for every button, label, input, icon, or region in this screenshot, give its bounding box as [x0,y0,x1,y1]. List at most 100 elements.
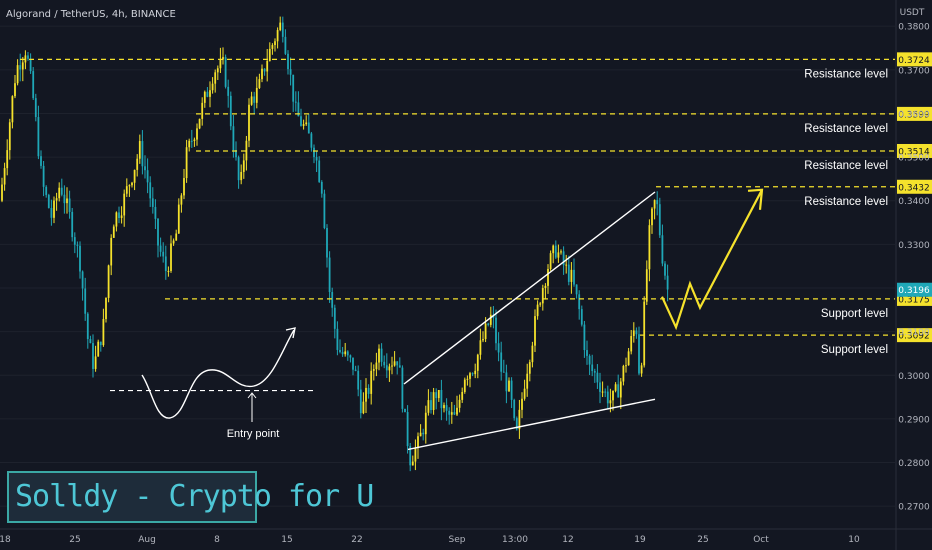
candle-body [331,292,334,308]
candle-body [141,141,144,167]
candle-body [123,193,126,216]
candle-body [471,373,474,375]
candle-body [271,45,274,49]
candle-body [55,198,58,201]
candle-body [617,384,620,398]
candle-body [614,384,617,391]
candle-body [560,251,562,253]
candle-body [235,150,237,158]
level-label: Resistance level [804,123,888,135]
price-tag [897,52,932,67]
candle-body [388,366,391,371]
candle-body [544,285,547,289]
quote-currency: USDT [900,8,925,18]
candle-body [76,244,79,246]
price-tick-label: 0.3700 [898,66,930,76]
candle-body [440,390,443,409]
candle-body [601,391,604,393]
candle-body [274,41,276,46]
watermark-logo: Solldy - Crypto for U [7,471,374,523]
price-tick-label: 0.3400 [898,197,930,207]
candle-body [552,245,555,254]
candle-body [190,140,193,142]
level-label: Resistance level [804,68,888,80]
candle-body [284,36,287,54]
candle-body [596,372,599,383]
candle-body [237,157,240,181]
candle-body [541,288,544,304]
candle-body [216,68,219,73]
candle-body [450,412,453,415]
candle-body [16,65,19,84]
candle-body [346,351,349,356]
candle-body [211,83,214,91]
entry-pointer-head [247,392,257,399]
candle-body [297,102,300,117]
candle-body [396,361,399,366]
candle-body [19,65,22,70]
symbol-title: Algorand / TetherUS, 4h, BINANCE [6,9,176,20]
candle-body [349,355,352,358]
candle-body [258,79,261,88]
candle-body [302,124,305,126]
candle-body [341,352,344,355]
candle-body [300,116,302,126]
candle-body [128,185,131,187]
candle-body [326,227,328,258]
candle-body [118,212,120,219]
price-tick-label: 0.2700 [898,503,930,513]
candle-body [102,319,105,346]
candle-body [180,195,183,205]
time-tick-label: 18 [0,535,11,545]
candle-body [32,71,35,99]
candle-body [391,365,393,367]
candle-body [315,157,318,161]
candle-body [313,147,315,158]
price-tag-text: 0.3092 [898,332,930,342]
candle-body [643,301,646,366]
candle-body [177,204,180,234]
entry-wave-arrow [141,329,295,419]
candle-body [154,206,157,219]
time-tick-label: 22 [351,535,362,545]
candle-body [359,389,362,414]
candle-body [224,57,227,87]
current-price-text: 0.3196 [898,286,930,296]
candle-body [206,91,209,97]
candle-body [427,400,430,413]
candle-body [58,187,61,199]
candle-body [167,270,170,272]
candle-body [419,432,422,437]
candle-body [105,297,107,320]
candle-body [510,380,513,400]
candle-body [547,268,549,286]
candle-body [409,446,412,466]
candle-body [612,390,614,401]
candle-body [92,343,94,369]
candle-body [474,370,477,375]
candle-body [630,335,633,352]
candle-body [164,256,167,271]
level-label: Support level [821,344,888,356]
time-tick-label: 13:00 [502,535,528,545]
candle-body [131,182,133,186]
level-label: Support level [821,308,888,320]
candle-body [661,235,664,264]
candle-body [466,378,469,380]
candle-body [393,361,396,366]
candle-body [562,251,565,266]
candle-body [11,96,14,123]
candle-body [354,369,357,371]
upper-trendline [403,191,656,385]
candle-body [287,53,289,70]
price-tag [897,179,932,194]
candle-body [50,207,53,218]
candle-body [406,412,409,447]
candle-body [136,158,139,170]
candle-body [526,373,529,389]
candle-body [157,218,159,246]
time-tick-label: 25 [697,535,708,545]
candle-body [484,323,487,340]
candle-body [63,194,66,204]
